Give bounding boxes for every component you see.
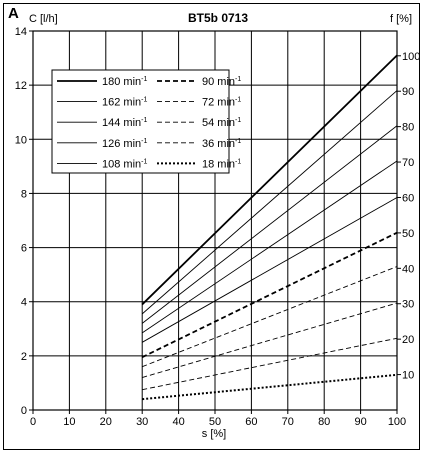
y2-tick-label: 90 <box>402 86 414 98</box>
series-line-3 <box>141 160 398 334</box>
legend-label-0: 180 min-1 <box>102 76 147 88</box>
series-line-5 <box>141 231 398 359</box>
series-line-7 <box>142 302 398 378</box>
legend-label-2: 144 min-1 <box>102 117 147 129</box>
series-line-4 <box>141 197 398 343</box>
y2-tick-label: 50 <box>402 228 414 240</box>
y2-tick-label: 30 <box>402 299 414 311</box>
x-tick-label: 20 <box>100 416 112 428</box>
y2-tick-label: 80 <box>402 122 414 134</box>
x-tick-label: 50 <box>209 416 221 428</box>
figure-frame <box>3 3 420 450</box>
legend-box <box>51 69 230 174</box>
series-line-6 <box>142 266 398 368</box>
legend-label-4: 108 min-1 <box>102 158 147 170</box>
legend: 180 min-1 162 min-1 144 min-1 126 min-1 108 … <box>51 69 241 174</box>
y2-tick-label: 60 <box>402 192 414 204</box>
axes: 0 10 20 30 40 50 60 70 80 90 100 0 2 4 6 8 10 12 14 10 20 30 4… <box>15 26 421 428</box>
y2-tick-label: 10 <box>402 370 414 382</box>
y2-tick-label: 40 <box>402 263 414 275</box>
y2-tick-label: 20 <box>402 334 414 346</box>
x-tick-label: 80 <box>318 416 330 428</box>
legend-label-9: 18 min-1 <box>202 158 241 170</box>
chart-title: BT5b 0713 <box>188 11 248 25</box>
y-tick-label: 0 <box>21 405 27 417</box>
panel-label: A <box>8 5 19 22</box>
x-tick-label: 70 <box>282 416 294 428</box>
series-line-0 <box>141 54 398 306</box>
legend-label-3: 126 min-1 <box>102 138 147 150</box>
legend-label-5: 90 min-1 <box>202 76 241 88</box>
y2-tick-label: 70 <box>402 157 414 169</box>
y2-tick-label: 100 <box>402 51 420 63</box>
x-tick-label: 40 <box>172 416 184 428</box>
series-line-9 <box>142 373 398 401</box>
x-tick-label: 10 <box>63 416 75 428</box>
y-tick-label: 14 <box>15 26 27 38</box>
y-tick-label: 4 <box>21 297 27 309</box>
x-tick-label: 100 <box>388 416 406 428</box>
x-tick-label: 90 <box>354 416 366 428</box>
legend-label-8: 36 min-1 <box>202 138 241 150</box>
y-tick-label: 12 <box>15 80 27 92</box>
y-tick-label: 2 <box>21 351 27 363</box>
x-tick-label: 60 <box>245 416 257 428</box>
x-tick-label: 30 <box>136 416 148 428</box>
legend-label-6: 72 min-1 <box>202 97 241 109</box>
series-lines <box>141 54 398 401</box>
y-tick-label: 6 <box>21 243 27 255</box>
x-axis-label: s [%] <box>202 428 226 440</box>
y-axis-label-right: f [%] <box>390 13 412 25</box>
legend-label-1: 162 min-1 <box>102 97 147 109</box>
series-line-2 <box>141 125 398 324</box>
legend-label-7: 54 min-1 <box>202 117 241 129</box>
y-axis-label-left: C [l/h] <box>29 13 58 25</box>
series-line-1 <box>141 90 398 315</box>
series-line-8 <box>142 337 398 391</box>
y-tick-label: 8 <box>21 188 27 200</box>
y-tick-label: 10 <box>15 134 27 146</box>
x-tick-label: 0 <box>30 416 36 428</box>
